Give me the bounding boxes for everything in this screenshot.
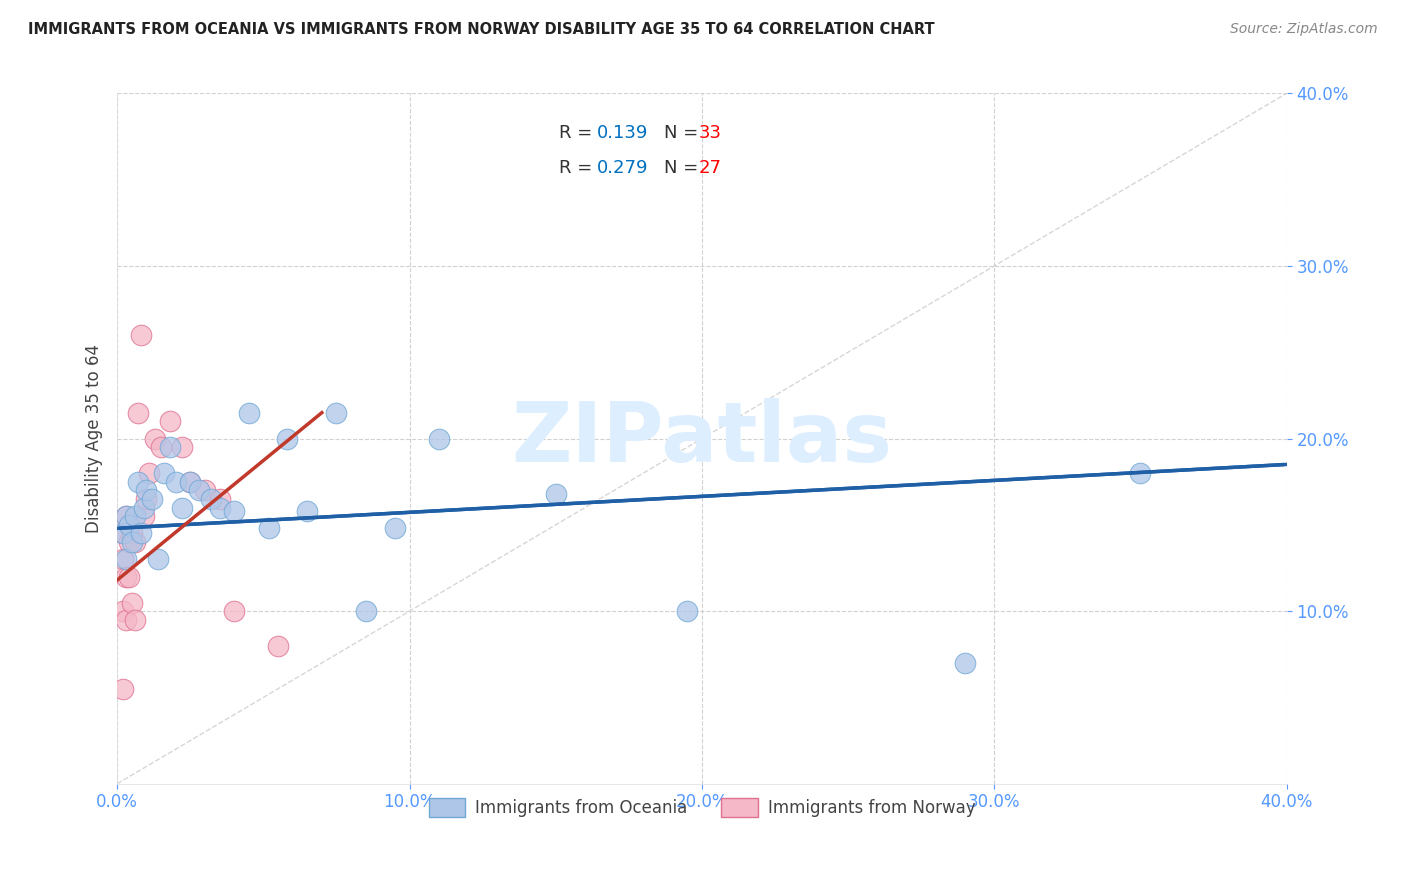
Point bbox=[118, 517, 141, 532]
Point bbox=[544, 487, 567, 501]
Point bbox=[427, 432, 450, 446]
Point bbox=[150, 440, 173, 454]
Point bbox=[121, 535, 143, 549]
Point bbox=[208, 491, 231, 506]
Point bbox=[135, 491, 157, 506]
Point bbox=[179, 475, 201, 489]
Point bbox=[132, 500, 155, 515]
Text: N =: N = bbox=[665, 159, 704, 177]
Point bbox=[115, 613, 138, 627]
Point bbox=[170, 500, 193, 515]
Point bbox=[188, 483, 211, 498]
Text: 33: 33 bbox=[699, 124, 721, 143]
Point bbox=[118, 569, 141, 583]
Point bbox=[112, 526, 135, 541]
Text: R =: R = bbox=[560, 124, 598, 143]
Point bbox=[165, 475, 187, 489]
Point bbox=[224, 604, 246, 618]
Legend: Immigrants from Oceania, Immigrants from Norway: Immigrants from Oceania, Immigrants from… bbox=[422, 791, 981, 823]
Point bbox=[384, 521, 406, 535]
Text: 0.279: 0.279 bbox=[596, 159, 648, 177]
Point bbox=[129, 526, 152, 541]
Point bbox=[112, 526, 135, 541]
Point bbox=[118, 535, 141, 549]
Text: 27: 27 bbox=[699, 159, 721, 177]
Point bbox=[127, 475, 149, 489]
Point bbox=[121, 595, 143, 609]
Point bbox=[200, 491, 222, 506]
Point bbox=[124, 613, 146, 627]
Point bbox=[208, 500, 231, 515]
Point bbox=[141, 491, 163, 506]
Point bbox=[129, 328, 152, 343]
Point bbox=[170, 440, 193, 454]
Point bbox=[121, 526, 143, 541]
Point bbox=[124, 509, 146, 524]
Point bbox=[115, 509, 138, 524]
Point bbox=[115, 509, 138, 524]
Text: ZIPatlas: ZIPatlas bbox=[512, 398, 893, 479]
Text: Source: ZipAtlas.com: Source: ZipAtlas.com bbox=[1230, 22, 1378, 37]
Point bbox=[354, 604, 377, 618]
Point bbox=[112, 681, 135, 696]
Point bbox=[135, 483, 157, 498]
Text: 0.139: 0.139 bbox=[596, 124, 648, 143]
Text: R =: R = bbox=[560, 159, 598, 177]
Point bbox=[276, 432, 298, 446]
Point bbox=[238, 406, 260, 420]
Point bbox=[953, 656, 976, 670]
Text: IMMIGRANTS FROM OCEANIA VS IMMIGRANTS FROM NORWAY DISABILITY AGE 35 TO 64 CORREL: IMMIGRANTS FROM OCEANIA VS IMMIGRANTS FR… bbox=[28, 22, 935, 37]
Point bbox=[138, 466, 160, 480]
Point bbox=[257, 521, 280, 535]
Text: N =: N = bbox=[665, 124, 704, 143]
Point bbox=[179, 475, 201, 489]
Point bbox=[143, 432, 166, 446]
Point bbox=[159, 414, 181, 428]
Point bbox=[194, 483, 217, 498]
Y-axis label: Disability Age 35 to 64: Disability Age 35 to 64 bbox=[86, 344, 103, 533]
Point bbox=[297, 504, 319, 518]
Point bbox=[115, 569, 138, 583]
Point bbox=[127, 406, 149, 420]
Point bbox=[325, 406, 347, 420]
Point bbox=[267, 639, 290, 653]
Point bbox=[112, 604, 135, 618]
Point bbox=[115, 552, 138, 566]
Point bbox=[224, 504, 246, 518]
Point bbox=[132, 509, 155, 524]
Point bbox=[159, 440, 181, 454]
Point bbox=[146, 552, 169, 566]
Point bbox=[124, 535, 146, 549]
Point bbox=[1129, 466, 1152, 480]
Point bbox=[153, 466, 176, 480]
Point bbox=[676, 604, 699, 618]
Point bbox=[112, 552, 135, 566]
